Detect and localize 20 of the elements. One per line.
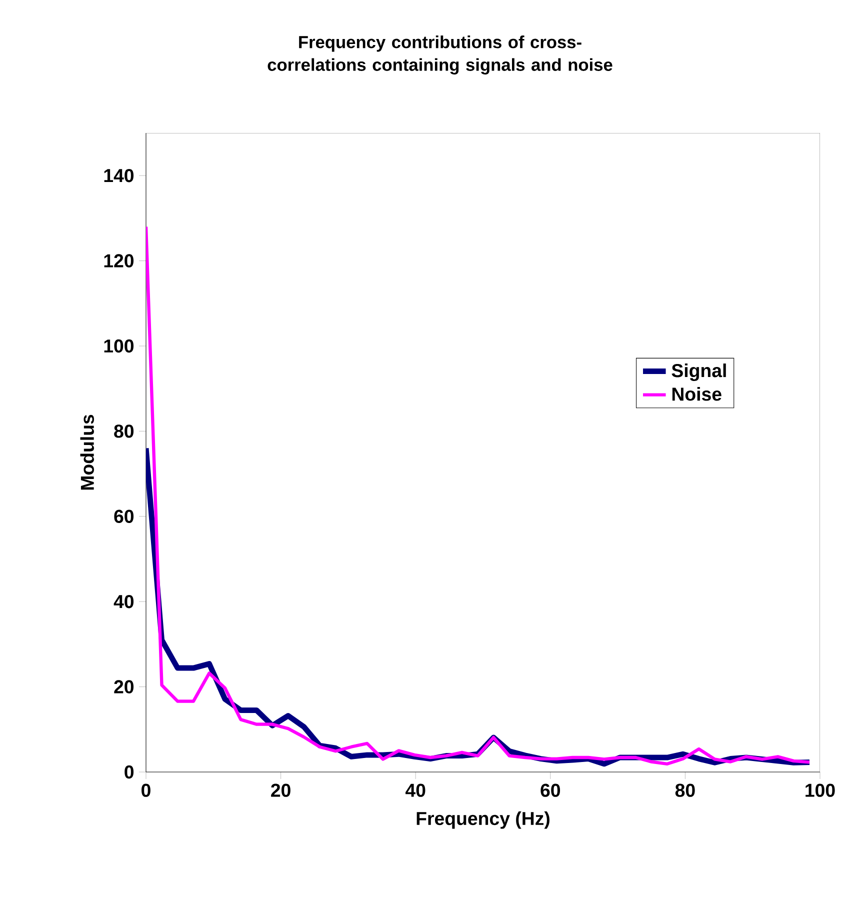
x-tick-label: 80 xyxy=(675,784,695,797)
x-axis-title: Frequency (Hz) xyxy=(416,811,550,829)
y-tick-label: 60 xyxy=(114,510,134,524)
x-tick-label: 20 xyxy=(271,784,290,797)
y-axis-title: Modulus xyxy=(80,414,94,490)
y-tick-label: 80 xyxy=(114,424,134,438)
x-tick-label: 100 xyxy=(806,784,835,797)
y-tick-label: 120 xyxy=(104,254,134,268)
legend-label: Noise xyxy=(672,387,722,401)
y-tick-label: 140 xyxy=(104,168,134,182)
legend-label: Signal xyxy=(672,364,726,382)
y-tick-label: 20 xyxy=(114,680,134,694)
y-tick-label: 0 xyxy=(124,765,134,779)
line-series xyxy=(146,225,812,766)
x-tick-label: 60 xyxy=(540,784,560,797)
x-tick-label: 0 xyxy=(142,784,150,797)
y-tick-label: 40 xyxy=(114,594,134,608)
chart-title: Frequency contributions of cross-correlations containing signals and noise xyxy=(268,36,612,74)
x-tick-label: 40 xyxy=(406,784,426,797)
y-tick-label: 100 xyxy=(104,339,134,353)
